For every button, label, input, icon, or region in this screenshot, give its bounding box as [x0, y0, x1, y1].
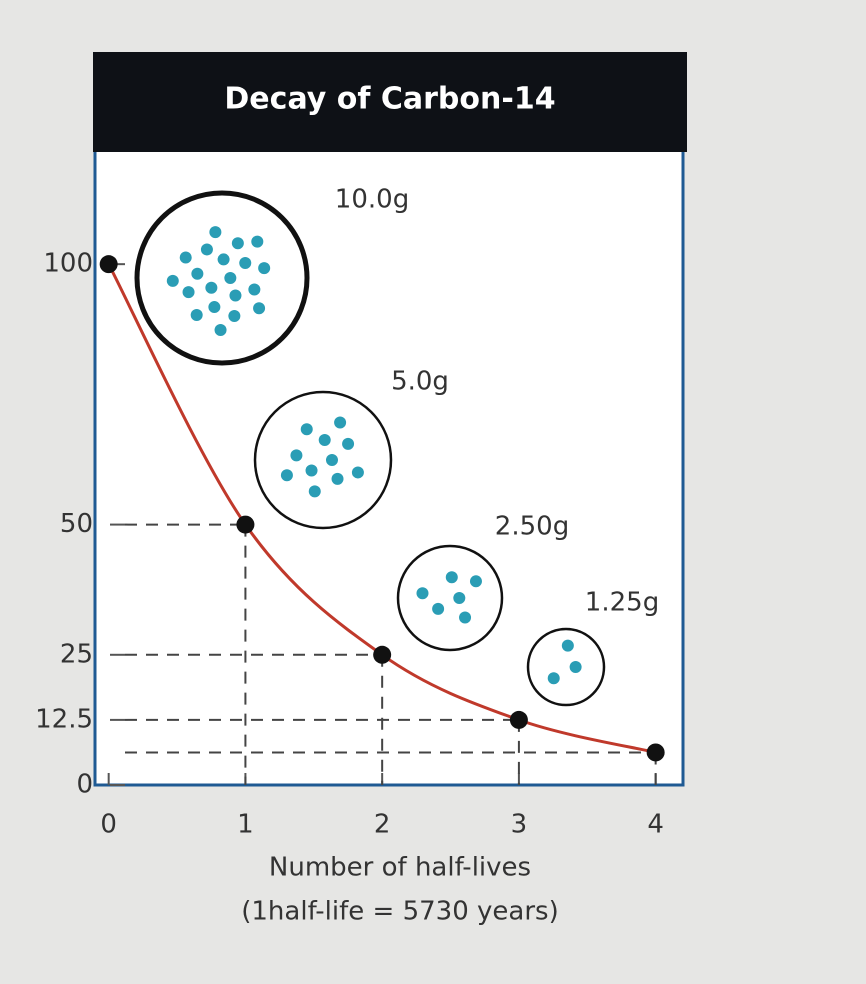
atom-dot [239, 257, 252, 270]
atom-dot [334, 416, 347, 429]
plot-frame [93, 148, 685, 787]
y-tick-label: 50 [60, 509, 93, 539]
data-point [99, 255, 118, 274]
sample-circle [134, 190, 310, 366]
y-tick-label: 0 [76, 770, 93, 800]
atom-dot [253, 302, 266, 315]
chart-title: Decay of Carbon-14 [224, 82, 555, 117]
atom-dot [208, 301, 221, 314]
atom-dot [325, 454, 338, 466]
atom-dot [228, 310, 241, 323]
mass-label: 1.25g [585, 588, 659, 618]
sample-circle [253, 390, 393, 530]
atom-dot [445, 571, 458, 584]
atom-dot [251, 235, 264, 248]
atom-dot [331, 472, 344, 485]
atom-dot [308, 485, 321, 498]
atom-dot [459, 611, 472, 624]
x-tick-label: 3 [511, 810, 528, 840]
data-point [236, 515, 255, 534]
mass-label: 10.0g [335, 185, 409, 215]
atom-dot [290, 449, 303, 462]
mass-label: 2.50g [495, 512, 569, 542]
x-tick-label: 1 [237, 810, 254, 840]
atom-dot [231, 237, 244, 250]
atom-dot [432, 602, 445, 615]
mass-label: 5.0g [391, 367, 449, 397]
x-tick-label: 4 [647, 810, 664, 840]
data-point [509, 710, 528, 729]
y-tick-label: 12.5 [35, 704, 93, 734]
atom-dot [280, 469, 293, 482]
atom-dot [217, 253, 230, 266]
atom-dot [547, 672, 560, 685]
atom-dot [318, 433, 331, 446]
x-axis-label: Number of half-lives [269, 853, 531, 883]
atom-dot [229, 289, 242, 302]
x-axis-label: (1half-life = 5730 years) [241, 897, 558, 927]
atom-dot [258, 262, 271, 275]
atom-dot [205, 281, 218, 294]
sample-circle [396, 544, 504, 652]
atom-dot [351, 466, 364, 479]
atom-dot [248, 283, 261, 296]
y-tick-label: 100 [43, 249, 93, 279]
x-tick-label: 0 [100, 810, 117, 840]
y-tick-label: 25 [60, 639, 93, 669]
atom-dot [190, 309, 203, 322]
atom-dot [200, 243, 213, 256]
atom-dot [300, 423, 313, 436]
atom-dot [342, 437, 355, 450]
atom-dot [453, 592, 466, 604]
atom-dot [191, 267, 204, 280]
atom-dot [469, 575, 482, 588]
atom-dot [214, 324, 227, 337]
atom-dot [561, 639, 574, 652]
atom-dot [209, 226, 222, 239]
atom-dot [166, 274, 179, 287]
data-point [646, 743, 665, 762]
atom-dot [182, 286, 195, 299]
x-tick-label: 2 [374, 810, 391, 840]
decay-curve [107, 263, 656, 754]
sample-circle [526, 627, 606, 707]
data-point [373, 645, 392, 664]
atom-dot [569, 661, 582, 673]
atom-dot [179, 251, 192, 264]
atom-dot [224, 272, 237, 284]
atom-dot [416, 587, 429, 600]
title-bar [93, 52, 687, 152]
atom-dot [305, 464, 318, 477]
